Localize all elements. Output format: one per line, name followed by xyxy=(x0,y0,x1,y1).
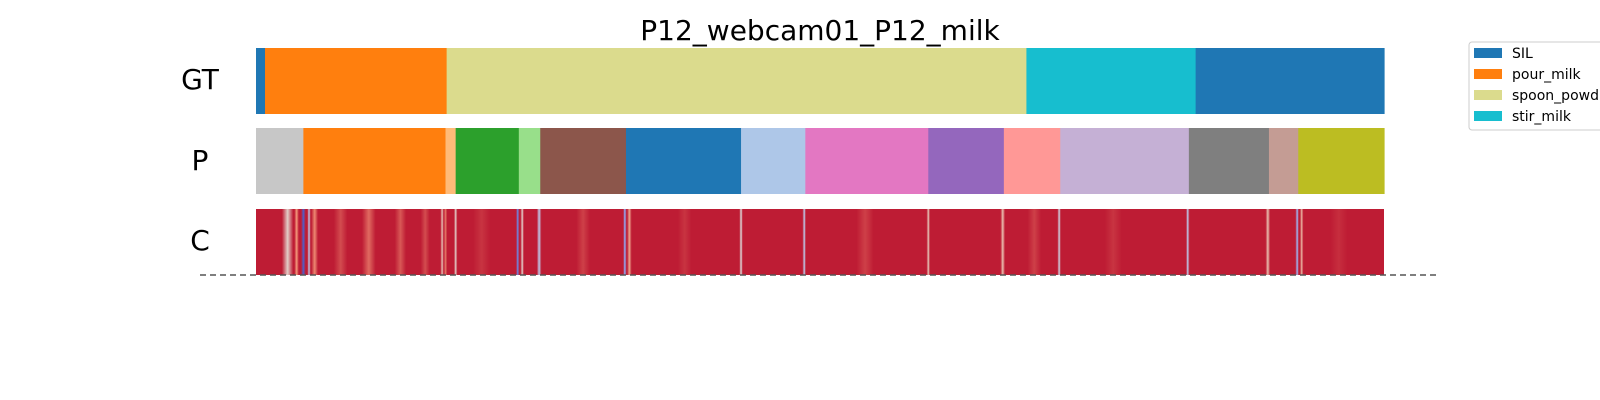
p-segment-9 xyxy=(928,128,1005,194)
ground-truth-bar xyxy=(256,48,1385,114)
legend-swatch-spoon-powd xyxy=(1474,90,1502,100)
p-segment-7 xyxy=(741,128,806,194)
p-segment-4 xyxy=(518,128,541,194)
legend-label-pour-milk: pour_milk xyxy=(1512,67,1581,83)
row-label-p: P xyxy=(192,144,209,177)
gt-segment-4 xyxy=(1195,48,1385,114)
p-segment-6 xyxy=(625,128,742,194)
row-label-gt: GT xyxy=(181,63,220,96)
confidence-bar xyxy=(256,209,1384,275)
legend-label-spoon-powd: spoon_powd xyxy=(1512,88,1599,104)
p-segment-10 xyxy=(1003,128,1061,194)
p-segment-5 xyxy=(540,128,627,194)
legend-label-sil: SIL xyxy=(1512,46,1533,62)
gt-segment-1 xyxy=(265,48,448,114)
gt-segment-0 xyxy=(256,48,266,114)
p-segment-0 xyxy=(256,128,304,194)
chart-title: P12_webcam01_P12_milk xyxy=(640,14,1000,47)
legend-swatch-pour-milk xyxy=(1474,69,1502,79)
p-segment-3 xyxy=(455,128,520,194)
legend-label-stir-milk: stir_milk xyxy=(1512,109,1572,125)
confidence-strip xyxy=(256,209,1384,275)
prediction-bar xyxy=(256,128,1385,194)
legend-swatch-stir-milk xyxy=(1474,111,1502,121)
row-label-c: C xyxy=(190,224,210,257)
p-segment-14 xyxy=(1298,128,1385,194)
legend: SIL pour_milk spoon_powd stir_milk xyxy=(1468,41,1600,131)
legend-swatch-sil xyxy=(1474,48,1502,58)
p-segment-1 xyxy=(303,128,447,194)
gt-segment-2 xyxy=(446,48,1028,114)
gt-segment-3 xyxy=(1026,48,1197,114)
p-segment-8 xyxy=(805,128,929,194)
p-segment-13 xyxy=(1268,128,1299,194)
legend-frame xyxy=(1468,41,1600,131)
p-segment-11 xyxy=(1060,128,1190,194)
p-segment-12 xyxy=(1188,128,1270,194)
p-segment-2 xyxy=(445,128,457,194)
